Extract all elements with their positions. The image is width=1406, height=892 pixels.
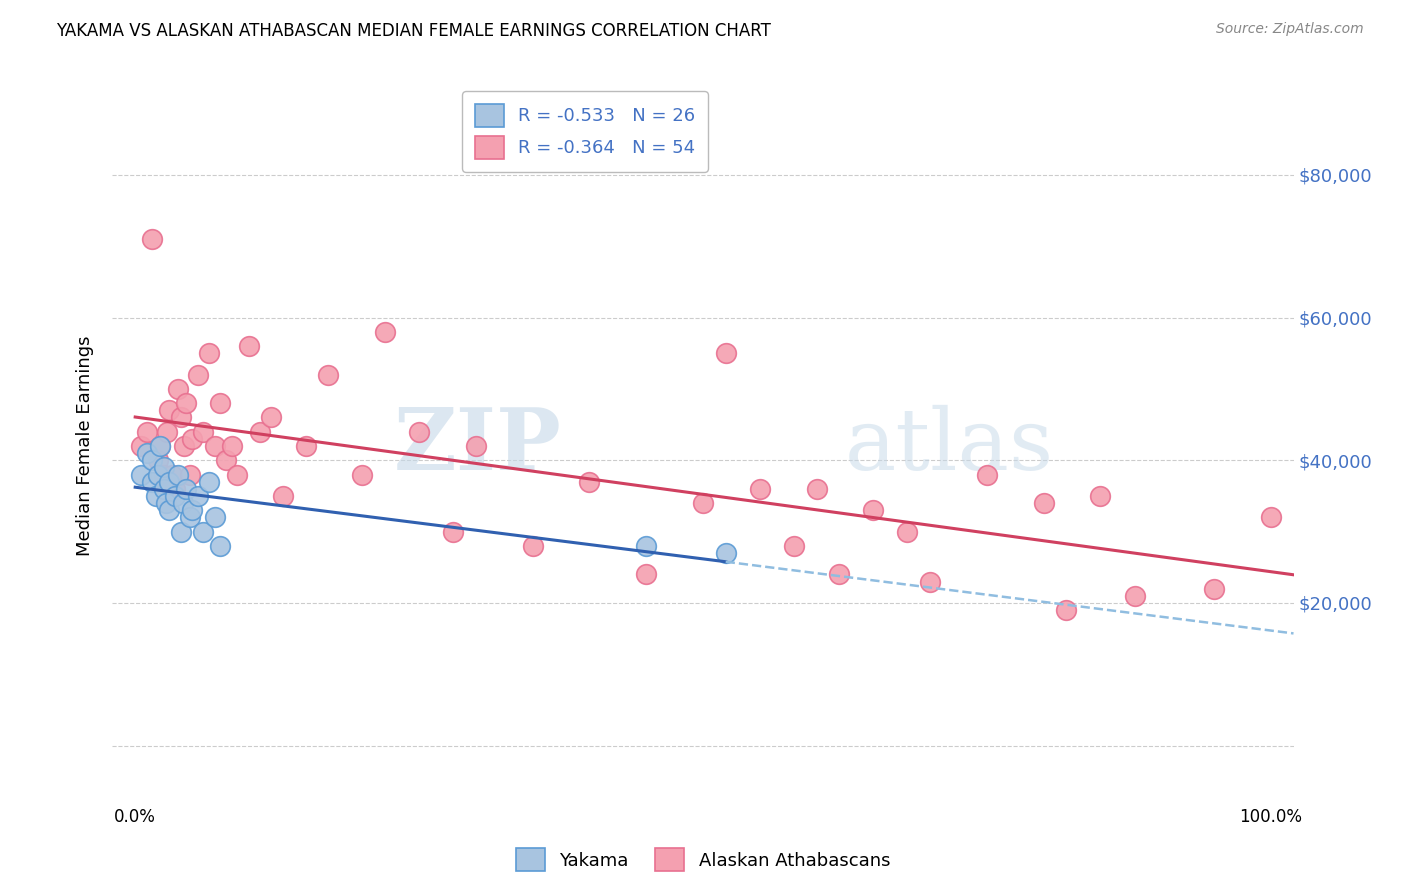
- Point: [1202, 582, 1225, 596]
- Point: [578, 475, 600, 489]
- Point: [152, 482, 174, 496]
- Point: [169, 524, 191, 539]
- Point: [226, 467, 249, 482]
- Point: [692, 496, 714, 510]
- Point: [174, 482, 197, 496]
- Point: [828, 567, 851, 582]
- Point: [179, 467, 201, 482]
- Point: [163, 482, 186, 496]
- Point: [920, 574, 942, 589]
- Point: [141, 232, 163, 246]
- Point: [167, 382, 190, 396]
- Point: [748, 482, 770, 496]
- Point: [187, 489, 209, 503]
- Text: Source: ZipAtlas.com: Source: ZipAtlas.com: [1216, 22, 1364, 37]
- Legend: Yakama, Alaskan Athabascans: Yakama, Alaskan Athabascans: [509, 841, 897, 879]
- Point: [374, 325, 396, 339]
- Text: ZIP: ZIP: [394, 404, 561, 488]
- Point: [209, 539, 232, 553]
- Legend: R = -0.533   N = 26, R = -0.364   N = 54: R = -0.533 N = 26, R = -0.364 N = 54: [463, 91, 707, 172]
- Point: [179, 510, 201, 524]
- Point: [204, 439, 226, 453]
- Point: [1260, 510, 1282, 524]
- Point: [522, 539, 544, 553]
- Point: [193, 425, 215, 439]
- Point: [167, 467, 190, 482]
- Point: [157, 475, 180, 489]
- Point: [271, 489, 294, 503]
- Point: [149, 439, 172, 453]
- Point: [152, 467, 174, 482]
- Point: [636, 539, 658, 553]
- Point: [174, 396, 197, 410]
- Text: YAKAMA VS ALASKAN ATHABASCAN MEDIAN FEMALE EARNINGS CORRELATION CHART: YAKAMA VS ALASKAN ATHABASCAN MEDIAN FEMA…: [56, 22, 770, 40]
- Point: [1054, 603, 1077, 617]
- Point: [187, 368, 209, 382]
- Point: [157, 403, 180, 417]
- Point: [129, 467, 152, 482]
- Point: [783, 539, 806, 553]
- Point: [249, 425, 271, 439]
- Point: [152, 460, 174, 475]
- Point: [193, 524, 215, 539]
- Point: [146, 453, 169, 467]
- Point: [181, 432, 204, 446]
- Point: [129, 439, 152, 453]
- Point: [714, 346, 737, 360]
- Point: [1032, 496, 1054, 510]
- Point: [896, 524, 918, 539]
- Y-axis label: Median Female Earnings: Median Female Earnings: [76, 335, 94, 557]
- Point: [408, 425, 430, 439]
- Point: [221, 439, 243, 453]
- Point: [135, 425, 157, 439]
- Point: [160, 467, 183, 482]
- Point: [294, 439, 316, 453]
- Point: [172, 496, 194, 510]
- Point: [215, 453, 238, 467]
- Point: [163, 489, 186, 503]
- Point: [1090, 489, 1112, 503]
- Text: atlas: atlas: [845, 404, 1054, 488]
- Point: [145, 489, 167, 503]
- Point: [146, 467, 169, 482]
- Point: [862, 503, 884, 517]
- Point: [149, 439, 172, 453]
- Point: [204, 510, 226, 524]
- Point: [157, 503, 180, 517]
- Point: [441, 524, 464, 539]
- Point: [198, 346, 221, 360]
- Point: [155, 496, 177, 510]
- Point: [238, 339, 260, 353]
- Point: [806, 482, 828, 496]
- Point: [464, 439, 486, 453]
- Point: [316, 368, 339, 382]
- Point: [169, 410, 191, 425]
- Point: [198, 475, 221, 489]
- Point: [181, 503, 204, 517]
- Point: [173, 439, 195, 453]
- Point: [156, 425, 179, 439]
- Point: [135, 446, 157, 460]
- Point: [636, 567, 658, 582]
- Point: [260, 410, 283, 425]
- Point: [209, 396, 232, 410]
- Point: [714, 546, 737, 560]
- Point: [1123, 589, 1146, 603]
- Point: [141, 475, 163, 489]
- Point: [352, 467, 374, 482]
- Point: [141, 453, 163, 467]
- Point: [976, 467, 998, 482]
